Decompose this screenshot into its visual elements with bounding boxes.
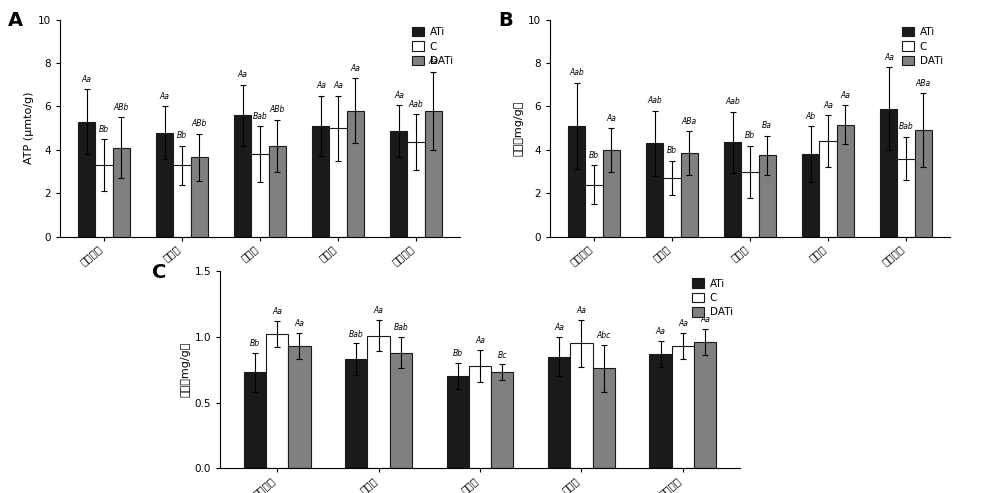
- Text: Aab: Aab: [569, 68, 584, 77]
- Text: Aa: Aa: [554, 323, 564, 332]
- Bar: [548, 356, 570, 468]
- Bar: [741, 172, 759, 237]
- Text: Abc: Abc: [597, 331, 611, 340]
- Text: Bab: Bab: [349, 329, 364, 339]
- Bar: [447, 376, 469, 468]
- Text: Bb: Bb: [250, 339, 260, 348]
- Bar: [191, 157, 208, 237]
- Text: Aa: Aa: [823, 101, 833, 110]
- Bar: [585, 184, 603, 237]
- Text: Bab: Bab: [393, 323, 408, 332]
- Bar: [312, 126, 329, 237]
- Bar: [390, 352, 412, 468]
- Text: Aa: Aa: [428, 57, 438, 67]
- Bar: [407, 142, 425, 237]
- Bar: [469, 366, 491, 468]
- Bar: [95, 165, 113, 237]
- Y-axis label: 乳酸（mg/g）: 乳酸（mg/g）: [180, 342, 190, 397]
- Text: Aa: Aa: [82, 75, 92, 84]
- Bar: [269, 145, 286, 237]
- Text: Bb: Bb: [177, 131, 187, 140]
- Text: Bc: Bc: [498, 351, 507, 359]
- Text: Aab: Aab: [409, 100, 423, 108]
- Bar: [759, 155, 776, 237]
- Text: Bab: Bab: [899, 122, 913, 132]
- Text: Aa: Aa: [606, 114, 616, 123]
- Bar: [646, 143, 663, 237]
- Bar: [173, 165, 191, 237]
- Text: Ba: Ba: [762, 121, 772, 130]
- Bar: [266, 334, 288, 468]
- Bar: [425, 111, 442, 237]
- Bar: [390, 132, 407, 237]
- Text: Aa: Aa: [577, 306, 586, 315]
- Text: A: A: [8, 11, 23, 30]
- Bar: [329, 128, 347, 237]
- Bar: [672, 346, 694, 468]
- Bar: [837, 125, 854, 237]
- Bar: [570, 344, 593, 468]
- Text: Aa: Aa: [678, 319, 688, 328]
- Bar: [345, 359, 367, 468]
- Text: ABa: ABa: [682, 117, 697, 126]
- Text: Aa: Aa: [333, 81, 343, 90]
- Bar: [244, 372, 266, 468]
- Bar: [288, 346, 311, 468]
- Text: B: B: [498, 11, 513, 30]
- Text: C: C: [152, 263, 167, 282]
- Text: Aa: Aa: [350, 64, 360, 73]
- Text: Aa: Aa: [700, 315, 710, 324]
- Y-axis label: ATP (μmto/g): ATP (μmto/g): [24, 92, 34, 165]
- Bar: [603, 150, 620, 237]
- Text: Aab: Aab: [725, 98, 740, 106]
- Bar: [367, 336, 390, 468]
- Bar: [234, 115, 251, 237]
- Text: Bb: Bb: [745, 131, 755, 140]
- Bar: [880, 108, 897, 237]
- Bar: [897, 159, 915, 237]
- Bar: [491, 372, 513, 468]
- Text: Aa: Aa: [272, 307, 282, 316]
- Text: Aa: Aa: [160, 92, 170, 101]
- Text: Aa: Aa: [884, 53, 894, 62]
- Bar: [802, 154, 819, 237]
- Text: Ab: Ab: [806, 111, 816, 121]
- Text: ABb: ABb: [113, 103, 129, 112]
- Bar: [819, 141, 837, 237]
- Bar: [593, 368, 615, 468]
- Bar: [251, 154, 269, 237]
- Text: ABb: ABb: [269, 105, 285, 114]
- Text: ABb: ABb: [191, 119, 207, 128]
- Text: Bb: Bb: [453, 349, 463, 358]
- Bar: [649, 354, 672, 468]
- Bar: [568, 126, 585, 237]
- Y-axis label: 糖原（mg/g）: 糖原（mg/g）: [514, 101, 524, 156]
- Bar: [681, 153, 698, 237]
- Bar: [113, 148, 130, 237]
- Text: ABa: ABa: [916, 79, 931, 88]
- Bar: [663, 178, 681, 237]
- Text: Aa: Aa: [374, 306, 383, 315]
- Text: Aa: Aa: [475, 336, 485, 345]
- Text: Bb: Bb: [667, 146, 677, 155]
- Legend: ATi, C, DATi: ATi, C, DATi: [410, 25, 455, 68]
- Legend: ATi, C, DATi: ATi, C, DATi: [900, 25, 945, 68]
- Text: Bb: Bb: [589, 151, 599, 160]
- Bar: [347, 111, 364, 237]
- Text: Bab: Bab: [253, 111, 267, 121]
- Text: Aa: Aa: [656, 327, 666, 336]
- Text: Aa: Aa: [316, 81, 326, 90]
- Bar: [915, 130, 932, 237]
- Legend: ATi, C, DATi: ATi, C, DATi: [690, 277, 735, 319]
- Text: Aa: Aa: [238, 70, 248, 79]
- Text: Aab: Aab: [647, 97, 662, 106]
- Text: Aa: Aa: [294, 319, 304, 328]
- Bar: [78, 122, 95, 237]
- Bar: [156, 133, 173, 237]
- Text: Aa: Aa: [394, 91, 404, 100]
- Text: Aa: Aa: [840, 91, 850, 100]
- Text: Bb: Bb: [99, 125, 109, 134]
- Bar: [724, 142, 741, 237]
- Bar: [694, 342, 716, 468]
